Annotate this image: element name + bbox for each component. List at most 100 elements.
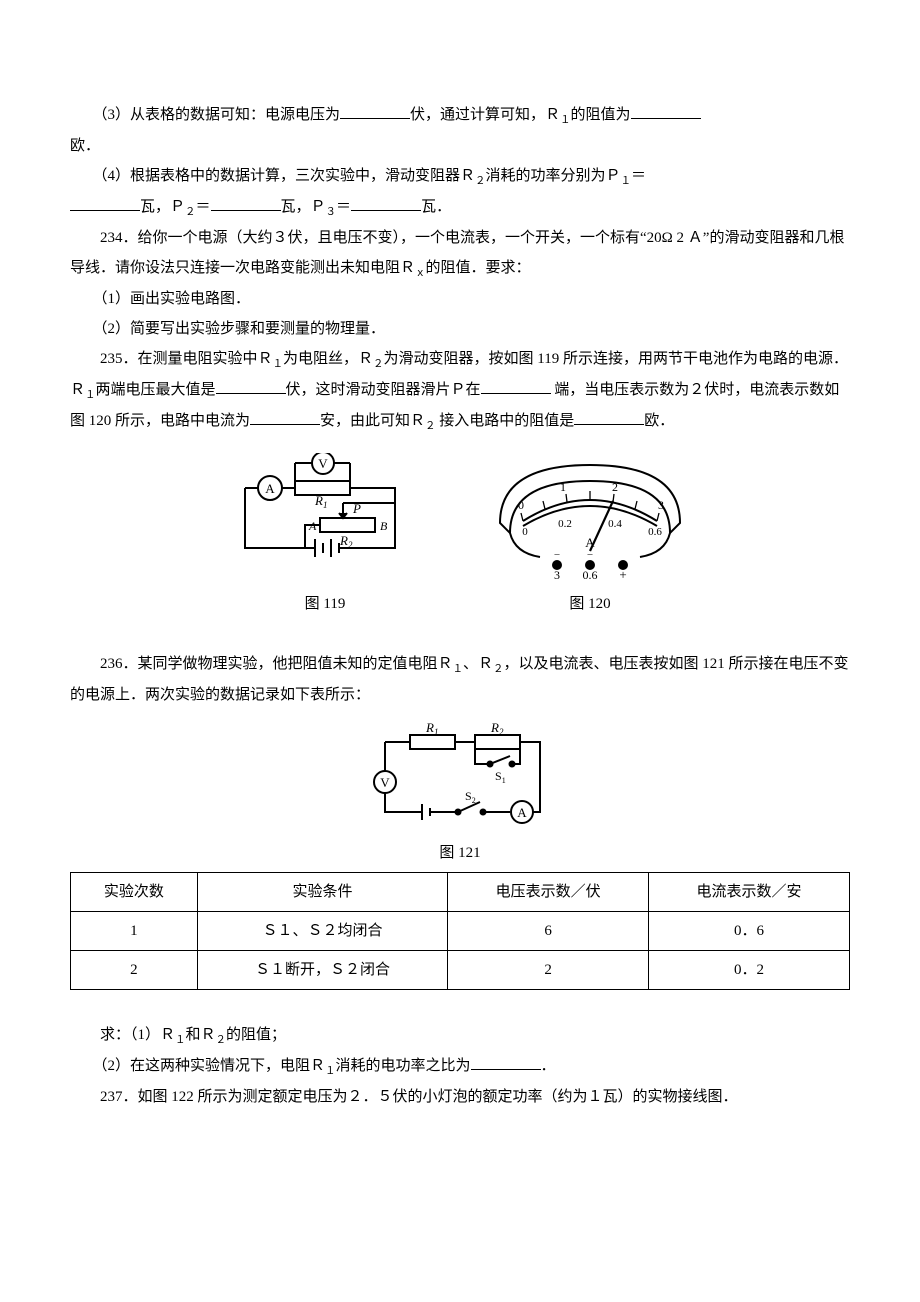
text: 接入电路中的阻值是 xyxy=(439,413,574,429)
s2-sub: 2 xyxy=(472,796,476,805)
text: 伏，这时滑动变阻器滑片Ｐ在 xyxy=(286,382,481,398)
fig-row-119-120: A V R1 P A B R2 图 119 xyxy=(70,453,850,619)
text: 求：（1）Ｒ xyxy=(70,1027,175,1043)
ammeter-label: A xyxy=(265,481,275,496)
r1-label: R xyxy=(425,722,434,735)
term-neg-1: – xyxy=(587,549,594,560)
text: 欧． xyxy=(644,413,674,429)
fig119-caption: 图 119 xyxy=(305,589,346,619)
blank xyxy=(574,409,644,425)
cell: 2 xyxy=(448,951,649,990)
text: （3）从表格的数据可知：电源电压为 xyxy=(70,107,340,123)
text: ＝ xyxy=(336,199,351,215)
th-3: 电流表示数／安 xyxy=(649,873,850,912)
cell: Ｓ１断开，Ｓ２闭合 xyxy=(197,951,447,990)
top-scale-3: 3 xyxy=(658,498,664,512)
s1-label: S xyxy=(495,769,502,783)
unit-label: A xyxy=(585,535,595,550)
blank xyxy=(340,103,410,119)
blank xyxy=(211,195,281,211)
fig121-wrap: R1 R2 S1 S2 V A 图 121 xyxy=(70,722,850,868)
svg-text:S1: S1 xyxy=(495,769,506,785)
sub: １ xyxy=(621,176,632,187)
r2-label: R xyxy=(490,722,499,735)
q234-p1: 234．给你一个电源（大约３伏，且电压不变），一个电流表，一个开关，一个标有“2… xyxy=(70,223,850,284)
bot-scale-0: 0 xyxy=(522,526,528,538)
text: 瓦，Ｐ xyxy=(140,199,185,215)
sub: １ xyxy=(175,1035,186,1046)
text: ． xyxy=(541,1058,556,1074)
r1-sub: 1 xyxy=(434,727,439,737)
q234-s2: （2）简要写出实验步骤和要测量的物理量． xyxy=(70,314,850,344)
q236-p1: 236．某同学做物理实验，他把阻值未知的定值电阻Ｒ１、Ｒ２，以及电流表、电压表按… xyxy=(70,649,850,710)
sub: ２ xyxy=(475,176,486,187)
text: ＝ xyxy=(631,168,646,184)
text: 消耗的功率分别为Ｐ xyxy=(486,168,621,184)
fig120-caption: 图 120 xyxy=(569,589,610,619)
th-2: 电压表示数／伏 xyxy=(448,873,649,912)
r2-label: R xyxy=(339,533,348,548)
text: ＝ xyxy=(196,199,211,215)
svg-text:R2: R2 xyxy=(339,533,353,550)
text: 236．某同学做物理实验，他把阻值未知的定值电阻Ｒ xyxy=(70,656,453,672)
fig119: A V R1 P A B R2 图 119 xyxy=(225,453,425,619)
sub: ３ xyxy=(326,207,337,218)
ammeter-dial-icon: 0 1 2 3 0 0.2 0.4 0.6 A – – 3 0.6 + xyxy=(485,453,695,583)
s2-label: S xyxy=(465,789,472,803)
text: 、Ｒ xyxy=(463,656,493,672)
table-row: 1 Ｓ１、Ｓ２均闭合 6 0．6 xyxy=(71,912,850,951)
text: 为电阻丝，Ｒ xyxy=(283,351,373,367)
th-1: 实验条件 xyxy=(197,873,447,912)
blank xyxy=(250,409,320,425)
sub: ｘ xyxy=(415,268,426,279)
cell: 2 xyxy=(71,951,198,990)
sub: ２ xyxy=(216,1035,227,1046)
bot-scale-2: 0.4 xyxy=(608,518,622,530)
top-scale-1: 1 xyxy=(560,480,566,494)
circuit-119-icon: A V R1 P A B R2 xyxy=(225,453,425,583)
q233-p3b: 欧． xyxy=(70,131,850,161)
text: 和Ｒ xyxy=(186,1027,216,1043)
blank xyxy=(631,103,701,119)
q234-s1: （1）画出实验电路图． xyxy=(70,284,850,314)
blank xyxy=(216,378,286,394)
q236-ask2: （2）在这两种实验情况下，电阻Ｒ１消耗的电功率之比为 ． xyxy=(70,1051,850,1082)
svg-text:S2: S2 xyxy=(465,789,476,805)
text: 两端电压最大值是 xyxy=(96,382,216,398)
th-0: 实验次数 xyxy=(71,873,198,912)
v-label: V xyxy=(380,775,390,790)
sub: ２ xyxy=(185,207,196,218)
q233-p3: （3）从表格的数据可知：电源电压为伏，通过计算可知，Ｒ１的阻值为 xyxy=(70,100,850,131)
blank xyxy=(481,378,551,394)
svg-text:R2: R2 xyxy=(490,722,504,737)
fig121-caption: 图 121 xyxy=(439,838,480,868)
a-label: A xyxy=(517,805,527,820)
r2-sub: 2 xyxy=(348,540,353,550)
sub: １ xyxy=(325,1066,336,1077)
sub: １ xyxy=(560,115,571,126)
blank xyxy=(70,195,140,211)
text: 消耗的电功率之比为 xyxy=(336,1058,471,1074)
p-label: P xyxy=(352,501,361,516)
circuit-121-icon: R1 R2 S1 S2 V A xyxy=(360,722,560,832)
sub: １ xyxy=(85,390,96,401)
term-0: 3 xyxy=(554,568,560,582)
bot-scale-1: 0.2 xyxy=(558,518,572,530)
text: 欧． xyxy=(70,138,100,154)
bot-scale-3: 0.6 xyxy=(648,526,662,538)
a-end-label: A xyxy=(308,519,317,533)
r1-label: R xyxy=(314,493,323,508)
svg-text:R1: R1 xyxy=(425,722,438,737)
q233-p4: （4）根据表格中的数据计算，三次实验中，滑动变阻器Ｒ２消耗的功率分别为Ｐ１＝ 瓦… xyxy=(70,161,850,223)
b-end-label: B xyxy=(380,519,388,533)
sub: １ xyxy=(453,664,464,675)
text: （2）在这两种实验情况下，电阻Ｒ xyxy=(70,1058,325,1074)
q236-ask1: 求：（1）Ｒ１和Ｒ２的阻值； xyxy=(70,1020,850,1051)
term-2: + xyxy=(619,567,626,582)
q235-p1: 235．在测量电阻实验中Ｒ１为电阻丝，Ｒ２为滑动变阻器，按如图 119 所示连接… xyxy=(70,344,850,437)
sub: ２ xyxy=(425,421,436,432)
cell: 6 xyxy=(448,912,649,951)
voltmeter-label: V xyxy=(318,456,328,471)
cell: 1 xyxy=(71,912,198,951)
text: （4）根据表格中的数据计算，三次实验中，滑动变阻器Ｒ xyxy=(70,168,475,184)
